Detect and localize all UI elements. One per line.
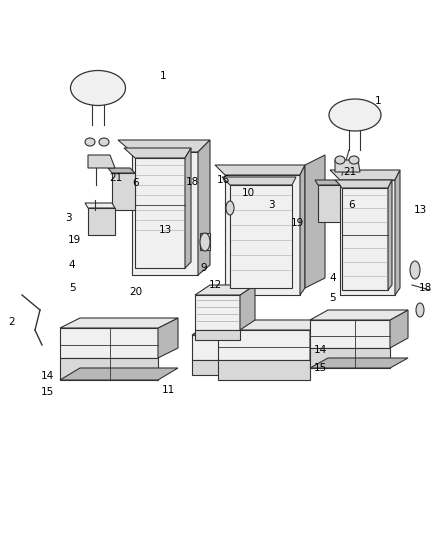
- Text: 16: 16: [216, 175, 230, 185]
- Text: 13: 13: [413, 205, 427, 215]
- Text: 18: 18: [185, 177, 198, 187]
- Polygon shape: [335, 180, 392, 188]
- Text: 19: 19: [67, 235, 81, 245]
- Text: 1: 1: [160, 71, 166, 81]
- Polygon shape: [335, 160, 360, 172]
- Text: 5: 5: [330, 293, 336, 303]
- Ellipse shape: [99, 138, 109, 146]
- Text: 11: 11: [161, 385, 175, 395]
- Polygon shape: [215, 165, 305, 175]
- Polygon shape: [195, 330, 240, 340]
- Polygon shape: [305, 155, 325, 288]
- Text: 20: 20: [130, 287, 142, 297]
- Text: 10: 10: [241, 188, 254, 198]
- Polygon shape: [388, 180, 392, 290]
- Polygon shape: [310, 348, 390, 368]
- Polygon shape: [60, 318, 178, 328]
- Text: 4: 4: [69, 260, 75, 270]
- Ellipse shape: [200, 233, 210, 251]
- Text: 12: 12: [208, 280, 222, 290]
- Polygon shape: [240, 285, 255, 330]
- Polygon shape: [88, 155, 115, 168]
- Text: 6: 6: [349, 200, 355, 210]
- Polygon shape: [192, 335, 248, 360]
- Text: 21: 21: [110, 173, 123, 183]
- Polygon shape: [60, 358, 158, 380]
- Polygon shape: [315, 180, 340, 185]
- Text: 18: 18: [418, 283, 431, 293]
- Ellipse shape: [410, 261, 420, 279]
- Polygon shape: [200, 233, 210, 250]
- Polygon shape: [218, 330, 310, 360]
- Polygon shape: [248, 326, 262, 360]
- Ellipse shape: [416, 303, 424, 317]
- Polygon shape: [310, 320, 328, 360]
- Polygon shape: [395, 170, 400, 295]
- Polygon shape: [300, 165, 305, 295]
- Polygon shape: [118, 140, 210, 152]
- Polygon shape: [88, 208, 115, 235]
- Polygon shape: [310, 310, 408, 320]
- Text: 2: 2: [9, 317, 15, 327]
- Polygon shape: [330, 170, 400, 180]
- Ellipse shape: [335, 156, 345, 164]
- Polygon shape: [195, 285, 255, 295]
- Polygon shape: [225, 175, 300, 295]
- Ellipse shape: [329, 99, 381, 131]
- Text: 15: 15: [40, 387, 53, 397]
- Text: 1: 1: [374, 96, 381, 106]
- Polygon shape: [390, 310, 408, 348]
- Polygon shape: [198, 140, 210, 275]
- Polygon shape: [108, 168, 135, 173]
- Ellipse shape: [226, 201, 234, 215]
- Polygon shape: [340, 180, 395, 295]
- Text: 13: 13: [159, 225, 172, 235]
- Polygon shape: [60, 368, 178, 380]
- Polygon shape: [222, 177, 296, 185]
- Polygon shape: [195, 295, 240, 330]
- Ellipse shape: [85, 138, 95, 146]
- Text: 3: 3: [65, 213, 71, 223]
- Polygon shape: [218, 320, 328, 330]
- Polygon shape: [230, 185, 292, 288]
- Polygon shape: [310, 320, 390, 348]
- Text: 14: 14: [40, 371, 53, 381]
- Polygon shape: [124, 148, 191, 158]
- Polygon shape: [218, 360, 310, 380]
- Text: 21: 21: [343, 167, 357, 177]
- Polygon shape: [342, 188, 388, 290]
- Polygon shape: [60, 328, 158, 358]
- Text: 6: 6: [133, 178, 139, 188]
- Polygon shape: [185, 148, 191, 268]
- Text: 4: 4: [330, 273, 336, 283]
- Polygon shape: [85, 203, 115, 208]
- Text: 14: 14: [313, 345, 327, 355]
- Ellipse shape: [71, 70, 126, 106]
- Polygon shape: [192, 360, 248, 375]
- Ellipse shape: [349, 156, 359, 164]
- Polygon shape: [112, 173, 135, 210]
- Text: 3: 3: [268, 200, 274, 210]
- Text: 9: 9: [201, 263, 207, 273]
- Polygon shape: [192, 326, 262, 335]
- Text: 5: 5: [69, 283, 75, 293]
- Polygon shape: [132, 152, 198, 275]
- Polygon shape: [158, 318, 178, 358]
- Text: 15: 15: [313, 363, 327, 373]
- Text: 19: 19: [290, 218, 304, 228]
- Polygon shape: [318, 185, 340, 222]
- Polygon shape: [135, 158, 185, 268]
- Polygon shape: [310, 358, 408, 368]
